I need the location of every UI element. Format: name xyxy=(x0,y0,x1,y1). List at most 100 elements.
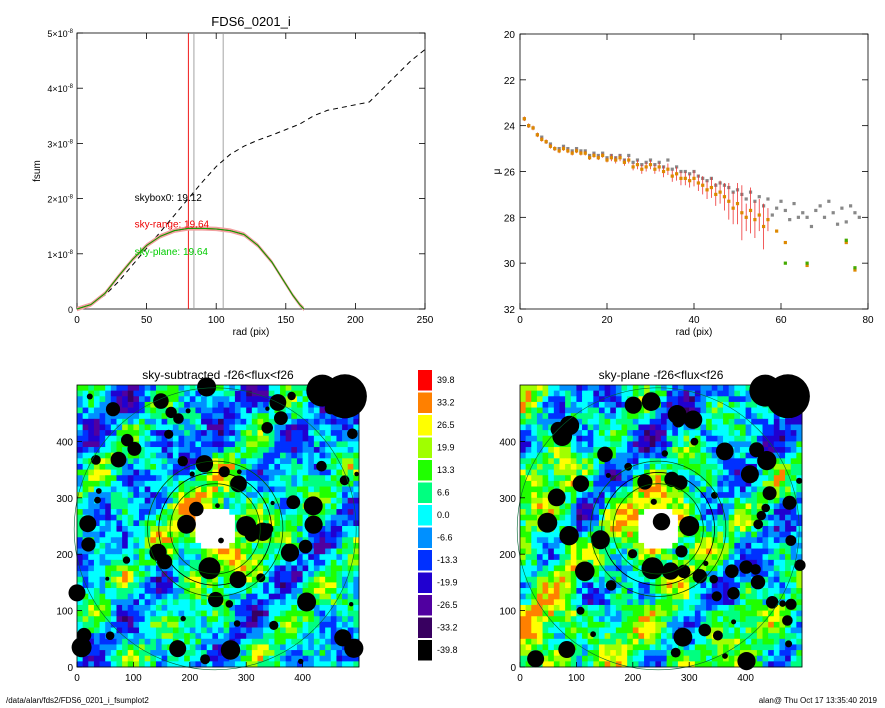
heat-cell xyxy=(139,385,146,392)
heat-cell xyxy=(150,599,157,606)
heat-cell xyxy=(785,492,792,499)
data-point xyxy=(835,222,840,226)
heat-cell xyxy=(785,509,792,516)
heat-cell xyxy=(161,385,168,392)
heat-cell xyxy=(82,441,89,448)
heat-cell xyxy=(285,509,292,516)
heat-cell xyxy=(796,599,803,606)
heat-cell xyxy=(274,554,281,561)
heat-cell xyxy=(325,559,332,566)
heat-cell xyxy=(77,661,84,668)
heat-cell xyxy=(184,537,191,544)
heat-cell xyxy=(734,531,741,538)
heat-cell xyxy=(531,537,538,544)
heat-cell xyxy=(257,396,264,403)
heat-cell xyxy=(127,554,134,561)
heat-cell xyxy=(565,486,572,493)
data-point xyxy=(849,204,853,208)
heat-cell xyxy=(99,593,106,600)
heat-cell xyxy=(531,390,538,397)
heat-cell xyxy=(762,514,769,521)
heat-cell xyxy=(257,633,264,640)
heat-cell xyxy=(325,526,332,533)
heat-cell xyxy=(342,616,349,623)
heat-cell xyxy=(347,588,354,595)
heat-cell xyxy=(251,542,258,549)
heat-cell xyxy=(127,661,134,668)
heat-cell xyxy=(553,576,560,583)
heat-cell xyxy=(536,548,543,555)
heat-cell xyxy=(308,559,315,566)
heat-cell xyxy=(246,424,253,431)
heat-cell xyxy=(319,627,326,634)
heat-cell xyxy=(615,593,622,600)
heat-cell xyxy=(167,514,174,521)
annotation-text: skybox0: 19.12 xyxy=(135,193,203,204)
heat-cell xyxy=(246,486,253,493)
heat-cell xyxy=(234,610,241,617)
heat-cell xyxy=(717,554,724,561)
heat-cell xyxy=(615,413,622,420)
heat-cell xyxy=(615,509,622,516)
heat-cell xyxy=(150,475,157,482)
heat-cell xyxy=(325,593,332,600)
heat-cell xyxy=(88,661,95,668)
heat-cell xyxy=(280,604,287,611)
heat-cell xyxy=(189,559,196,566)
heat-cell xyxy=(116,430,123,437)
masked-source xyxy=(218,537,224,544)
data-point xyxy=(853,266,857,270)
heat-cell xyxy=(666,526,673,533)
heat-cell xyxy=(167,610,174,617)
heat-cell xyxy=(139,588,146,595)
heat-cell xyxy=(610,390,617,397)
heat-cell xyxy=(683,492,690,499)
heat-cell xyxy=(195,407,202,414)
heat-cell xyxy=(133,509,140,516)
heat-cell xyxy=(274,430,281,437)
heat-cell xyxy=(105,627,112,634)
heat-cell xyxy=(291,396,298,403)
heat-cell xyxy=(195,610,202,617)
heat-cell xyxy=(280,571,287,578)
heat-cell xyxy=(700,390,707,397)
heat-cell xyxy=(694,385,701,392)
heat-cell xyxy=(525,576,532,583)
heat-cell xyxy=(548,559,555,566)
heat-cell xyxy=(536,418,543,425)
heat-cell xyxy=(700,509,707,516)
y-tick-label: 30 xyxy=(504,259,516,270)
heat-cell xyxy=(127,475,134,482)
masked-source xyxy=(298,658,304,665)
heat-cell xyxy=(263,621,270,628)
y-tick-label: 4×10-8 xyxy=(47,84,73,94)
heat-cell xyxy=(610,452,617,459)
heat-cell xyxy=(139,480,146,487)
heat-cell xyxy=(615,458,622,465)
heat-cell xyxy=(593,582,600,589)
heat-cell xyxy=(342,565,349,572)
heat-cell xyxy=(178,492,185,499)
heat-cell xyxy=(666,401,673,408)
heat-cell xyxy=(139,492,146,499)
heat-cell xyxy=(661,396,668,403)
heat-cell xyxy=(559,571,566,578)
heat-cell xyxy=(796,497,803,504)
heat-cell xyxy=(694,469,701,476)
masked-source xyxy=(177,514,196,534)
heat-cell xyxy=(155,407,162,414)
heat-cell xyxy=(336,655,343,662)
heat-cell xyxy=(184,554,191,561)
heat-cell xyxy=(240,644,247,651)
heat-cell xyxy=(582,390,589,397)
heat-cell xyxy=(644,441,651,448)
data-point xyxy=(696,181,700,185)
heat-cell xyxy=(246,390,253,397)
heat-cell xyxy=(184,548,191,555)
heat-cell xyxy=(325,655,332,662)
masked-source xyxy=(189,501,204,517)
heat-cell xyxy=(325,497,332,504)
heat-cell xyxy=(734,542,741,549)
heat-cell xyxy=(593,463,600,470)
heat-cell xyxy=(706,396,713,403)
